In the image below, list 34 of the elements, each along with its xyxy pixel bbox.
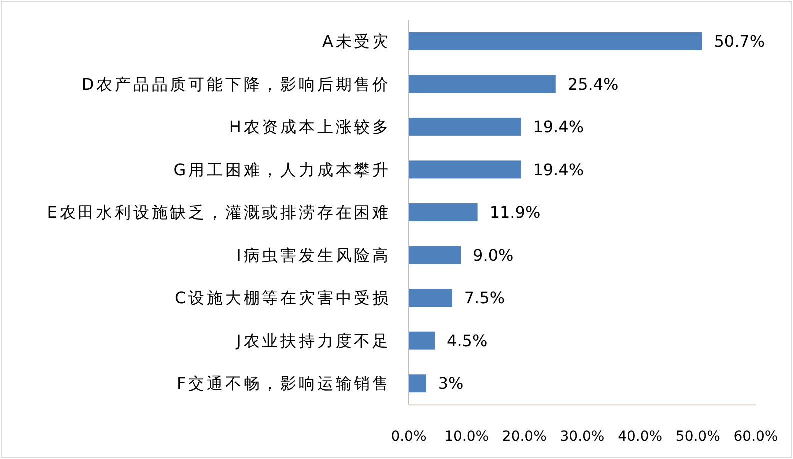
data-label: 25.4% [568, 74, 619, 94]
x-tick-label: 50.0% [676, 429, 720, 445]
bar [409, 32, 702, 50]
y-tick-label: D农产品品质可能下降，影响后期售价 [82, 74, 391, 94]
bar [409, 332, 436, 350]
y-tick-label: J农业扶持力度不足 [236, 331, 391, 350]
bar [409, 246, 462, 264]
y-tick-label: E农田水利设施缺乏，灌溉或排涝存在困难 [47, 203, 391, 222]
bar [409, 204, 478, 222]
data-label: 4.5% [447, 331, 488, 350]
data-label: 7.5% [464, 288, 506, 308]
bar [409, 118, 522, 136]
bar [409, 289, 452, 308]
x-tick-label: 10.0% [444, 429, 490, 445]
x-tick-label: 30.0% [560, 429, 605, 445]
data-label: 3% [438, 374, 464, 394]
y-tick-label: H农资成本上涨较多 [229, 118, 391, 137]
bar [409, 374, 426, 393]
y-tick-label: I病虫害发生风险高 [236, 246, 391, 265]
x-tick-label: 20.0% [502, 429, 547, 445]
y-tick-label: F交通不畅，影响运输销售 [176, 374, 391, 394]
y-tick-label: C设施大棚等在灾害中受损 [175, 288, 391, 308]
x-tick-label: 0.0% [391, 429, 427, 445]
data-label: 50.7% [714, 32, 766, 51]
data-label: 9.0% [473, 246, 514, 265]
x-tick-label: 60.0% [734, 429, 778, 445]
x-tick-label: 40.0% [618, 429, 663, 445]
y-tick-label: A未受灾 [322, 32, 391, 51]
y-tick-label: G用工困难，人力成本攀升 [174, 160, 391, 180]
data-label: 11.9% [490, 203, 541, 222]
data-label: 19.4% [533, 160, 584, 180]
bar [409, 75, 556, 94]
bar [409, 160, 522, 179]
data-label: 19.4% [533, 118, 584, 137]
